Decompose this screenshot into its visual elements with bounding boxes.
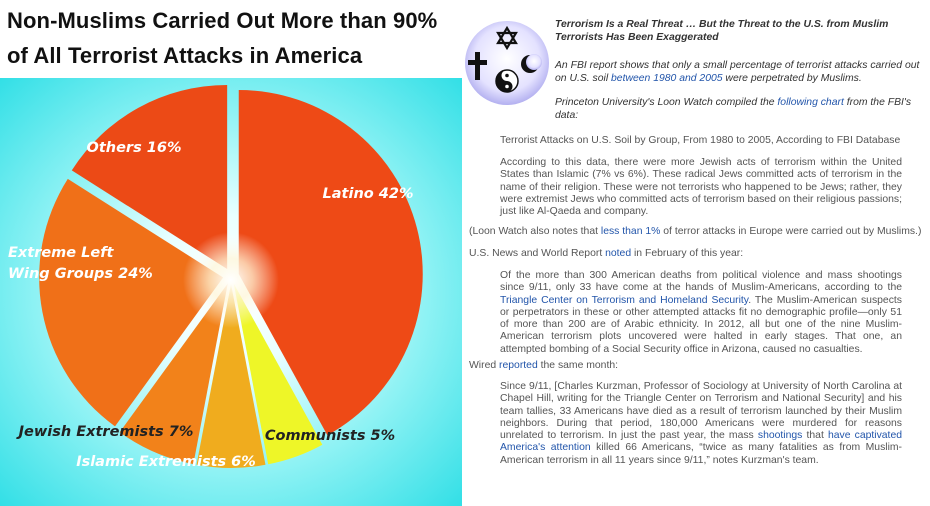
link-following-chart[interactable]: following chart bbox=[777, 97, 844, 108]
link-shootings[interactable]: shootings bbox=[757, 430, 803, 442]
link-less-than-1-percent[interactable]: less than 1% bbox=[600, 226, 661, 237]
link-noted[interactable]: noted bbox=[605, 248, 632, 259]
pie-slice-extreme-left-wing-groups bbox=[39, 178, 224, 427]
quote-usnews: Of the more than 300 American deaths fro… bbox=[500, 270, 902, 355]
quote-jewish-terrorism: According to this data, there were more … bbox=[500, 157, 902, 218]
slice-label-jewish-extremists: Jewish Extremists 7% bbox=[16, 424, 194, 440]
intro-title: Terrorism Is a Real Threat … But the Thr… bbox=[555, 19, 889, 43]
slice-label-extreme-left-wing-groups: Extreme Left Wing Groups 24% bbox=[8, 245, 153, 282]
slice-label-others: Others 16% bbox=[87, 140, 182, 156]
pie-center-glow bbox=[183, 232, 279, 328]
pie-slice-latino bbox=[238, 90, 423, 436]
link-reported[interactable]: reported bbox=[499, 360, 538, 371]
pie-slice-jewish-extremists bbox=[119, 283, 228, 465]
headline-line-2: of All Terrorist Attacks in America bbox=[7, 43, 363, 68]
headline-line-1: Non-Muslims Carried Out More than 90% bbox=[7, 8, 438, 33]
pie-slice-others bbox=[71, 84, 228, 269]
article: Terrorism Is a Real Threat … But the Thr… bbox=[462, 0, 930, 506]
chart-caption: Terrorist Attacks on U.S. Soil by Group,… bbox=[500, 135, 901, 146]
intro-paragraph-1: An FBI report shows that only a small pe… bbox=[555, 60, 920, 84]
pie-slice-communists bbox=[233, 283, 323, 465]
pie-slice-islamic-extremists bbox=[196, 284, 266, 468]
coexist-religious-symbols-icon bbox=[465, 21, 549, 105]
slice-label-latino: Latino 42% bbox=[323, 186, 414, 202]
slice-label-communists: Communists 5% bbox=[265, 428, 395, 444]
pie-chart-panel: Latino 42% Communists 5% Islamic Extremist… bbox=[0, 78, 462, 506]
usnews-intro: U.S. News and World Report noted in Febr… bbox=[469, 248, 744, 259]
headline: Non-Muslims Carried Out More than 90% of… bbox=[0, 0, 462, 78]
wired-intro: Wired reported the same month: bbox=[469, 360, 619, 371]
europe-note: (Loon Watch also notes that less than 1%… bbox=[469, 226, 922, 237]
intro-paragraph-2: Princeton University's Loon Watch compil… bbox=[555, 97, 912, 121]
link-captivated-attention[interactable]: have captivated America's attention bbox=[500, 430, 902, 454]
pie-chart: Latino 42% Communists 5% Islamic Extremist… bbox=[8, 84, 423, 470]
link-between-1980-and-2005[interactable]: between 1980 and 2005 bbox=[611, 73, 723, 84]
slice-label-islamic-extremists: Islamic Extremists 6% bbox=[76, 454, 256, 470]
quote-wired: Since 9/11, [Charles Kurzman, Professor … bbox=[500, 381, 902, 466]
link-triangle-center[interactable]: Triangle Center on Terrorism and Homelan… bbox=[500, 294, 749, 306]
